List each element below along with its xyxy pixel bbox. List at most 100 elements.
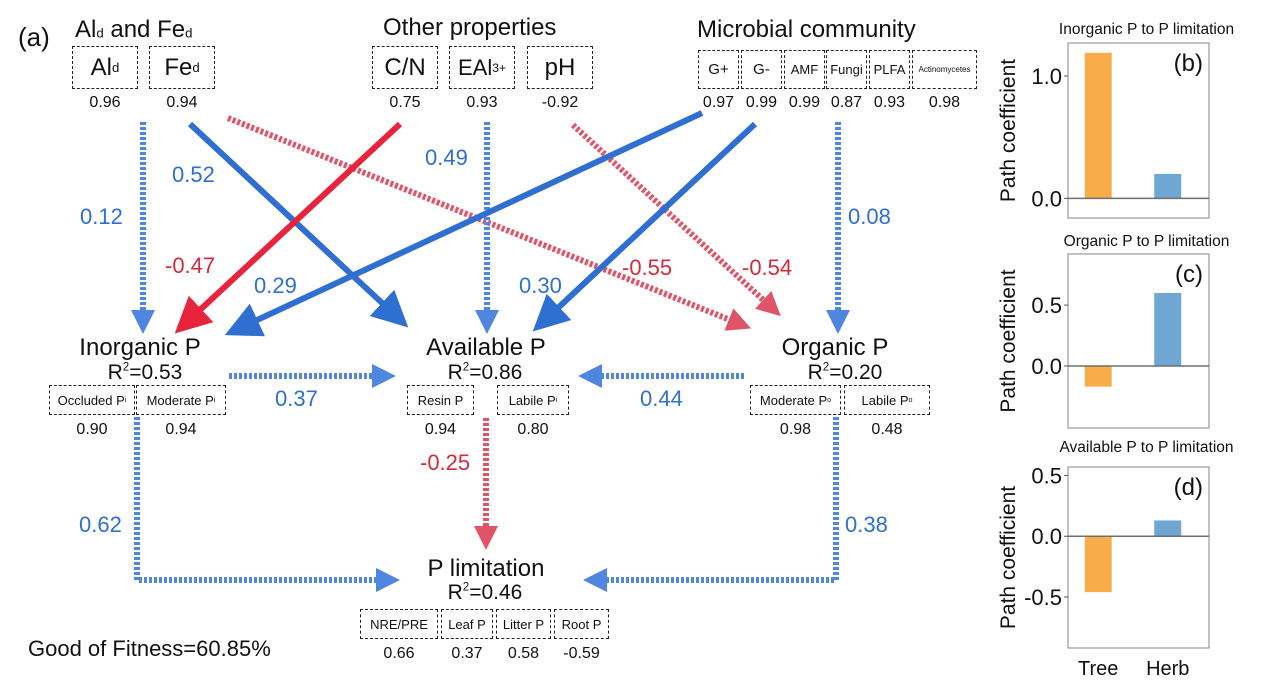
coef-ald-fed-to-inorganic: 0.12 [80, 204, 123, 229]
chart-d-bar-herb [1154, 520, 1182, 537]
loading-g-plus: 0.97 [702, 94, 735, 111]
node-available-p-r2: R2=0.86 [447, 361, 523, 384]
chart-d-bar-tree [1084, 536, 1112, 593]
loading-cn: 0.75 [389, 94, 421, 111]
indicator-ph: pH [527, 46, 593, 89]
chart-d-ytick-label: -0.5 [1024, 585, 1062, 610]
coef-microbial-to-inorganic: 0.29 [254, 273, 297, 298]
arrow-microbial-to-inorganic [224, 110, 704, 337]
indicator-leaf-p: Leaf P [441, 609, 493, 639]
node-organic-p-title: Organic P [781, 334, 889, 361]
arrow-microbial-to-available [532, 121, 758, 332]
chart-d-frame [1067, 466, 1210, 649]
coef-other-to-inorganic: -0.47 [165, 253, 216, 278]
coef-inorganic-to-available: 0.37 [275, 386, 318, 411]
chart-b-bar-tree [1084, 52, 1112, 199]
loading-g-minus: 0.99 [745, 94, 778, 111]
group-title-ald-fed: Ald and Fed [75, 16, 193, 43]
goodness-of-fit: Good of Fitness=60.85% [28, 636, 271, 661]
coef-organic-to-plimitation: 0.38 [845, 512, 888, 537]
loading-root-p: -0.59 [563, 645, 600, 662]
node-inorganic-p-title: Inorganic P [79, 334, 201, 361]
chart-c-bar-tree [1084, 365, 1112, 387]
chart-d-panel-label: (d) [1174, 474, 1203, 501]
indicator-resin-p: Resin P [407, 385, 474, 415]
loading-actinomycetes: 0.98 [928, 94, 961, 111]
coef-organic-to-available: 0.44 [640, 386, 683, 411]
loading-fungi: 0.87 [830, 94, 863, 111]
indicator-g-minus: G- [741, 50, 782, 89]
indicator-fed: Fe d [149, 46, 215, 89]
chart-b-ytick-label: 0.0 [1031, 186, 1062, 211]
group-title-microbial: Microbial community [697, 16, 916, 43]
chart-d-ylabel: Path coefficient [997, 486, 1020, 629]
node-available-p-title: Available P [426, 334, 546, 361]
arrow-organic-to-plimitation [583, 417, 839, 592]
chart-d-ytick-label: 0.5 [1031, 464, 1062, 489]
chart-c-ytick-label: 0.5 [1031, 293, 1062, 318]
chart-c-frame [1067, 253, 1210, 429]
indicator-actinomycetes: Actinomycetes [912, 50, 977, 89]
chart-b-frame [1067, 42, 1210, 219]
coef-inorganic-to-plimitation: 0.62 [79, 512, 122, 537]
coef-microbial-to-available: 0.30 [519, 273, 562, 298]
chart-c-ylabel: Path coefficient [997, 269, 1020, 412]
loading-amf: 0.99 [788, 94, 821, 111]
indicator-root-p: Root P [554, 609, 609, 639]
coef-ald-fed-to-available: 0.52 [172, 162, 215, 187]
loading-ph: -0.92 [541, 94, 579, 111]
coef-microbial-to-organic: 0.08 [848, 204, 891, 229]
indicator-eal: EAl 3+ [449, 46, 515, 89]
chart-d-xtick-label-herb: Herb [1146, 658, 1189, 680]
group-title-other: Other properties [383, 14, 557, 41]
indicator-plfa: PLFA [869, 50, 910, 89]
loading-occluded-pi: 0.90 [76, 421, 108, 438]
loading-litter-p: 0.58 [507, 645, 540, 662]
loading-labile-po: 0.48 [871, 421, 903, 438]
chart-c-bar-herb [1154, 292, 1182, 366]
chart-d-ytick-label: 0.0 [1031, 524, 1062, 549]
loading-labile-pi: 0.80 [517, 421, 549, 438]
path-arrows-layer [131, 110, 850, 592]
loading-plfa: 0.93 [873, 94, 906, 111]
node-plimitation-r2: R2=0.46 [447, 581, 523, 604]
coef-other-to-organic: -0.54 [742, 255, 793, 280]
arrow-other-to-inorganic [174, 121, 403, 334]
indicator-ald: Al d [72, 46, 138, 89]
loading-leaf-p: 0.37 [451, 645, 483, 662]
arrow-inorganic-to-plimitation [134, 417, 400, 592]
chart-d-xtick-label-tree: Tree [1078, 658, 1118, 680]
loading-moderate-pi: 0.94 [165, 421, 197, 438]
chart-d-title: Available P to P limitation [1059, 439, 1233, 456]
coef-ald-fed-to-organic: -0.55 [622, 255, 673, 280]
indicator-litter-p: Litter P [496, 609, 551, 639]
indicator-amf: AMF [784, 50, 825, 89]
chart-b-ylabel: Path coefficient [997, 59, 1020, 202]
indicator-g-plus: G+ [698, 50, 739, 89]
indicator-cn: C/N [372, 46, 438, 89]
panel-a-label: (a) [18, 22, 50, 52]
chart-c-title: Organic P to P limitation [1064, 233, 1230, 250]
chart-b-ytick-label: 1.0 [1031, 64, 1062, 89]
node-organic-p-r2: R2=0.20 [807, 361, 883, 384]
chart-b-title: Inorganic P to P limitation [1059, 21, 1234, 38]
coef-other-to-available: 0.49 [425, 145, 468, 170]
chart-b-panel-label: (b) [1174, 50, 1203, 77]
loading-moderate-po: 0.98 [779, 421, 812, 438]
loading-ald: 0.96 [89, 94, 121, 111]
node-plimitation-title: P limitation [427, 555, 545, 582]
indicator-nre-pre: NRE/PRE [360, 609, 438, 639]
chart-c-ytick-label: 0.0 [1031, 354, 1062, 379]
loading-fed: 0.94 [166, 94, 198, 111]
loading-resin-p: 0.94 [424, 421, 457, 438]
loading-eal: 0.93 [466, 94, 498, 111]
chart-b-bar-herb [1154, 173, 1182, 199]
node-inorganic-p-r2: R2=0.53 [107, 361, 183, 384]
loading-nre-pre: 0.66 [383, 645, 415, 662]
